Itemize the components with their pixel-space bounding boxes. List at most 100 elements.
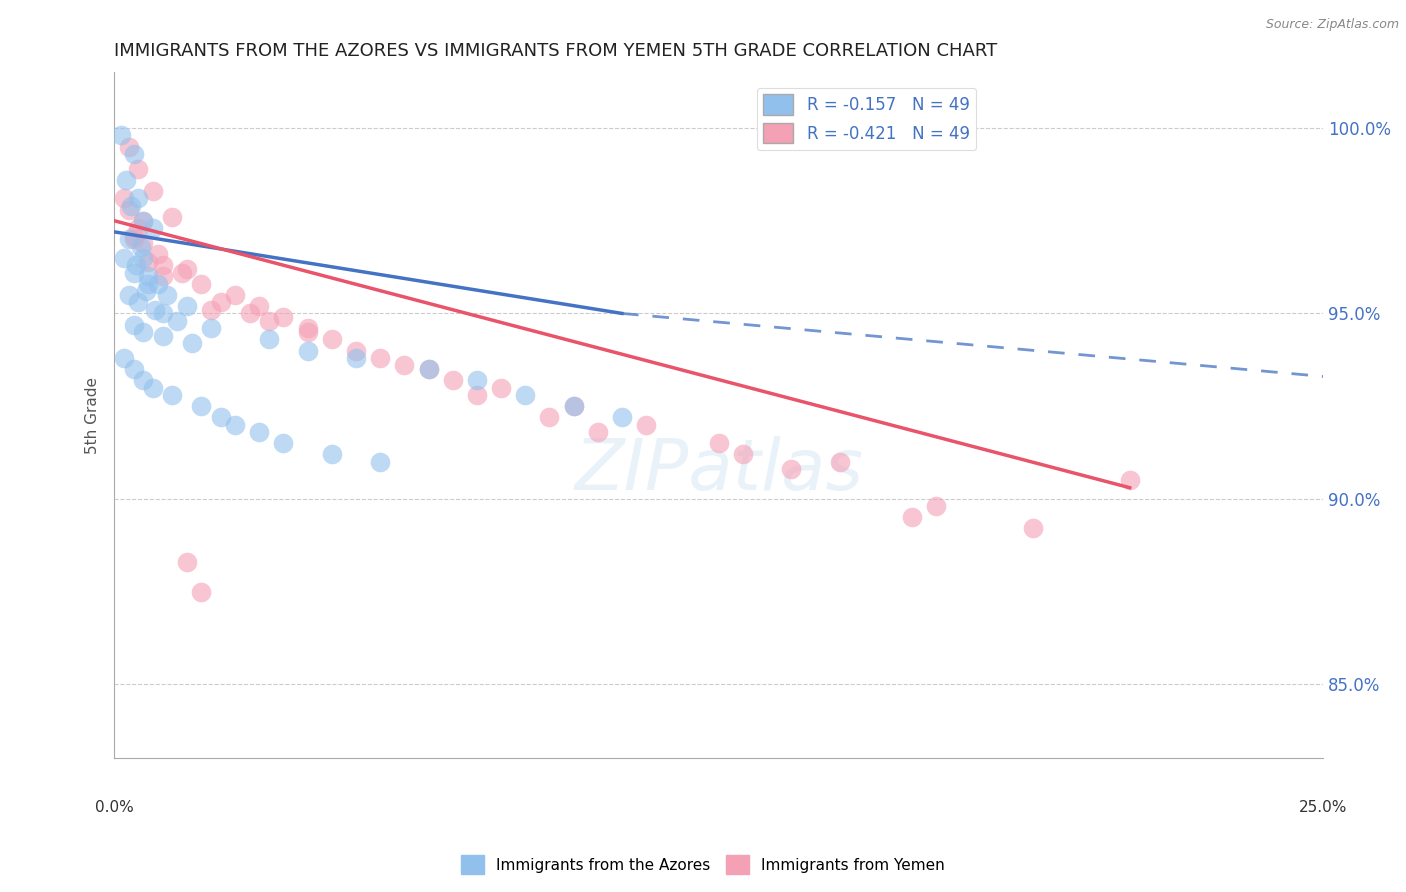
- Point: [925, 500, 948, 514]
- Point: [209, 410, 232, 425]
- Point: [122, 232, 145, 246]
- Point: [110, 128, 132, 143]
- Point: [132, 251, 155, 265]
- Point: [297, 343, 319, 358]
- Point: [122, 228, 145, 243]
- Point: [160, 210, 183, 224]
- Y-axis label: 5th Grade: 5th Grade: [86, 377, 100, 454]
- Point: [152, 328, 174, 343]
- Point: [112, 351, 135, 365]
- Point: [132, 213, 155, 227]
- Point: [418, 362, 440, 376]
- Point: [152, 258, 174, 272]
- Point: [122, 266, 145, 280]
- Point: [118, 288, 141, 302]
- Point: [132, 213, 155, 227]
- Point: [146, 247, 169, 261]
- Point: [247, 299, 270, 313]
- Text: ZIPatlas: ZIPatlas: [574, 436, 863, 505]
- Text: IMMIGRANTS FROM THE AZORES VS IMMIGRANTS FROM YEMEN 5TH GRADE CORRELATION CHART: IMMIGRANTS FROM THE AZORES VS IMMIGRANTS…: [114, 42, 997, 60]
- Point: [828, 455, 851, 469]
- Point: [344, 343, 367, 358]
- Point: [122, 362, 145, 376]
- Point: [562, 399, 585, 413]
- Point: [132, 373, 155, 387]
- Point: [135, 284, 157, 298]
- Point: [122, 147, 145, 161]
- Point: [142, 184, 165, 198]
- Point: [176, 555, 198, 569]
- Point: [170, 266, 193, 280]
- Point: [200, 321, 222, 335]
- Point: [146, 277, 169, 291]
- Point: [136, 254, 159, 268]
- Point: [118, 202, 141, 217]
- Point: [257, 332, 280, 346]
- Point: [515, 388, 537, 402]
- Point: [129, 240, 152, 254]
- Point: [209, 295, 232, 310]
- Point: [297, 325, 319, 339]
- Point: [780, 462, 803, 476]
- Point: [321, 332, 343, 346]
- Point: [122, 318, 145, 332]
- Point: [136, 269, 159, 284]
- Point: [190, 277, 212, 291]
- Point: [180, 336, 202, 351]
- Point: [176, 299, 198, 313]
- Point: [489, 381, 512, 395]
- Point: [152, 306, 174, 320]
- Point: [1118, 473, 1140, 487]
- Point: [1022, 521, 1045, 535]
- Point: [731, 447, 754, 461]
- Point: [344, 351, 367, 365]
- Text: Source: ZipAtlas.com: Source: ZipAtlas.com: [1265, 18, 1399, 31]
- Point: [538, 410, 561, 425]
- Point: [142, 381, 165, 395]
- Point: [120, 199, 142, 213]
- Point: [441, 373, 464, 387]
- Point: [112, 251, 135, 265]
- Point: [190, 399, 212, 413]
- Point: [142, 221, 165, 235]
- Point: [127, 161, 149, 176]
- Point: [127, 295, 149, 310]
- Point: [239, 306, 262, 320]
- Point: [115, 173, 138, 187]
- Point: [127, 192, 149, 206]
- Point: [394, 359, 416, 373]
- Point: [465, 373, 488, 387]
- Point: [118, 139, 141, 153]
- Point: [176, 261, 198, 276]
- Text: 25.0%: 25.0%: [1299, 799, 1347, 814]
- Point: [112, 192, 135, 206]
- Point: [156, 288, 179, 302]
- Point: [160, 388, 183, 402]
- Point: [636, 417, 658, 432]
- Point: [247, 425, 270, 439]
- Point: [166, 314, 188, 328]
- Point: [610, 410, 633, 425]
- Point: [368, 351, 391, 365]
- Point: [132, 325, 155, 339]
- Point: [321, 447, 343, 461]
- Point: [118, 232, 141, 246]
- Point: [273, 310, 295, 325]
- Point: [465, 388, 488, 402]
- Point: [224, 417, 246, 432]
- Point: [224, 288, 246, 302]
- Point: [586, 425, 609, 439]
- Point: [257, 314, 280, 328]
- Point: [190, 584, 212, 599]
- Legend: Immigrants from the Azores, Immigrants from Yemen: Immigrants from the Azores, Immigrants f…: [456, 849, 950, 880]
- Point: [143, 302, 166, 317]
- Point: [562, 399, 585, 413]
- Point: [901, 510, 924, 524]
- Legend: R = -0.157   N = 49, R = -0.421   N = 49: R = -0.157 N = 49, R = -0.421 N = 49: [756, 87, 976, 150]
- Point: [273, 436, 295, 450]
- Point: [136, 277, 159, 291]
- Point: [132, 235, 155, 250]
- Text: 0.0%: 0.0%: [94, 799, 134, 814]
- Point: [127, 221, 149, 235]
- Point: [297, 321, 319, 335]
